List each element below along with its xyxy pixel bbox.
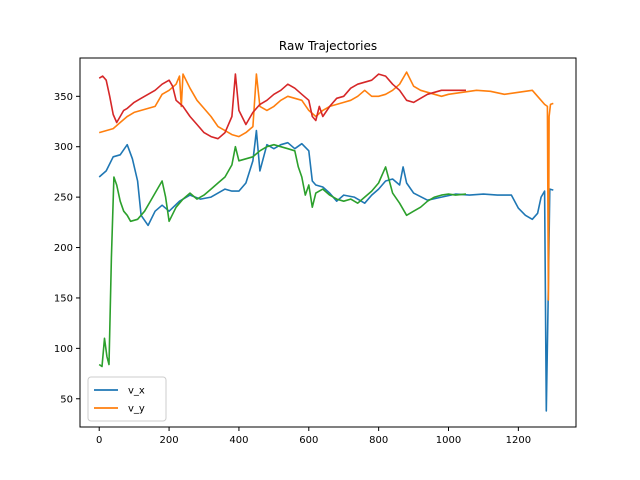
chart-title: Raw Trajectories <box>279 39 377 53</box>
legend-box <box>87 376 167 422</box>
x-tick-label: 0 <box>96 435 102 446</box>
y-tick-label: 250 <box>54 193 73 204</box>
series-line-v_y <box>98 71 554 301</box>
y-tick-label: 150 <box>54 293 73 304</box>
y-tick-label: 350 <box>54 92 73 103</box>
y-tick-label: 200 <box>54 243 73 254</box>
series-line-series-4 <box>98 73 466 140</box>
x-axis: 0 200 400 600 800 1000 1200 <box>96 427 531 446</box>
y-axis: 50 100 150 200 250 300 350 <box>54 92 80 405</box>
x-tick-label: 800 <box>369 435 388 446</box>
x-tick-label: 1000 <box>436 435 461 446</box>
plot-frame <box>79 57 577 428</box>
y-tick-label: 300 <box>54 142 73 153</box>
x-tick-label: 1200 <box>506 435 531 446</box>
x-tick-label: 200 <box>160 435 179 446</box>
series-line-series-3 <box>98 143 467 368</box>
series-line-v_x <box>98 129 554 412</box>
x-tick-label: 400 <box>229 435 248 446</box>
series-layer <box>98 71 554 412</box>
legend-label: v_x <box>128 386 145 397</box>
x-tick-label: 600 <box>299 435 318 446</box>
y-tick-label: 50 <box>60 394 73 405</box>
y-tick-label: 100 <box>54 344 73 355</box>
legend: v_x v_y <box>87 376 167 422</box>
legend-label: v_y <box>128 404 145 415</box>
